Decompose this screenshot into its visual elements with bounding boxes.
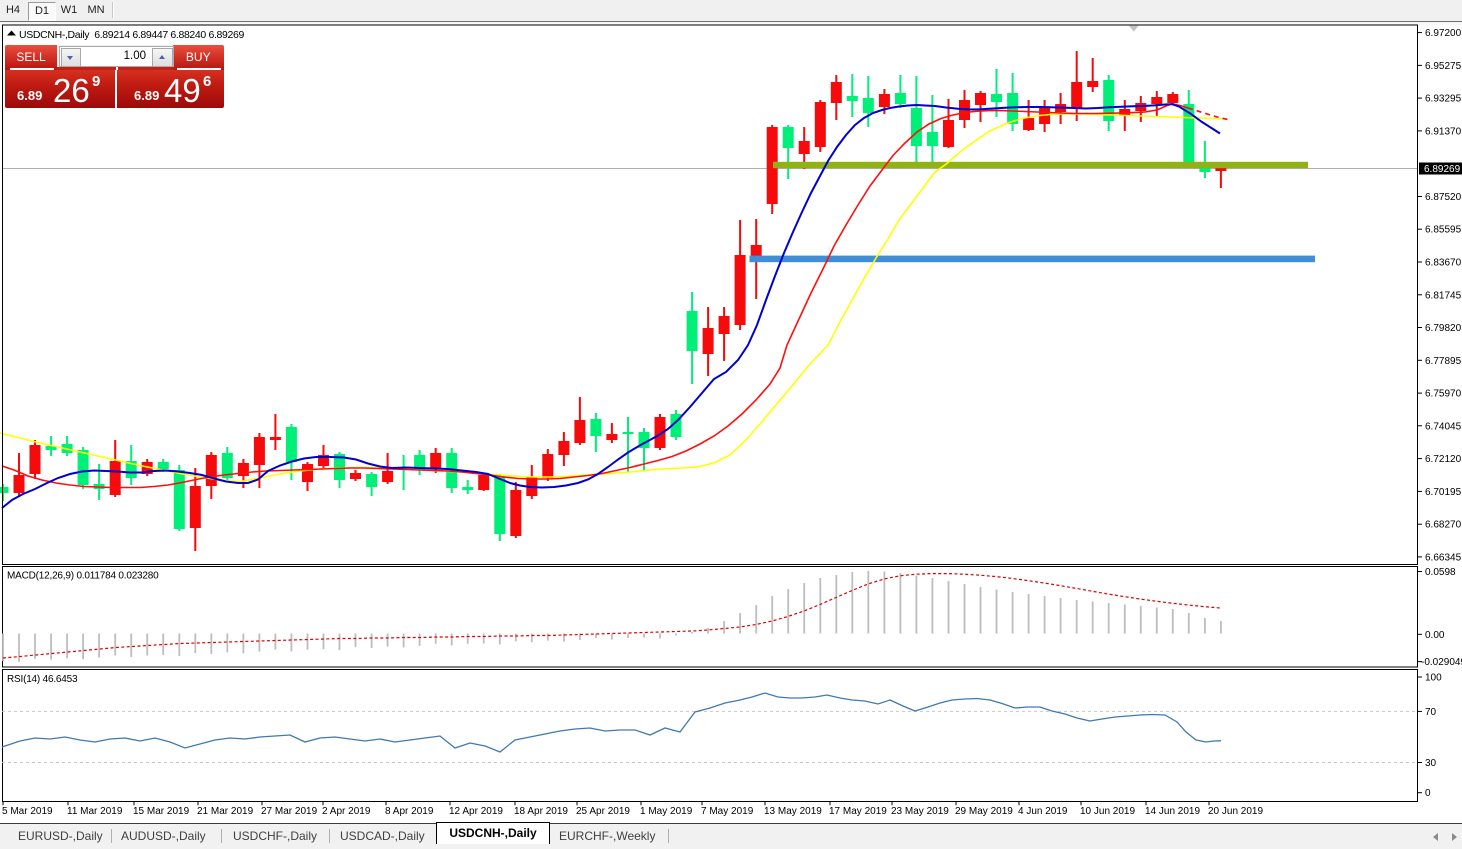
- svg-text:6.68270: 6.68270: [1425, 520, 1462, 531]
- svg-text:0: 0: [1425, 788, 1431, 799]
- svg-text:2 Apr 2019: 2 Apr 2019: [322, 806, 371, 817]
- svg-text:6.72120: 6.72120: [1425, 454, 1462, 465]
- svg-text:20 Jun 2019: 20 Jun 2019: [1208, 806, 1263, 817]
- svg-text:25 Apr 2019: 25 Apr 2019: [576, 806, 630, 817]
- svg-text:RSI(14) 46.6453: RSI(14) 46.6453: [7, 674, 78, 685]
- svg-text:30: 30: [1425, 758, 1437, 769]
- svg-text:70: 70: [1425, 707, 1437, 718]
- svg-text:13 May 2019: 13 May 2019: [764, 806, 822, 817]
- svg-text:10 Jun 2019: 10 Jun 2019: [1080, 806, 1135, 817]
- svg-text:11 Mar 2019: 11 Mar 2019: [67, 806, 123, 817]
- svg-text:12 Apr 2019: 12 Apr 2019: [449, 806, 503, 817]
- svg-text:6.97200: 6.97200: [1425, 28, 1462, 39]
- svg-text:29 May 2019: 29 May 2019: [955, 806, 1013, 817]
- svg-text:6.79820: 6.79820: [1425, 323, 1462, 334]
- svg-text:6.91370: 6.91370: [1425, 126, 1462, 137]
- svg-text:23 May 2019: 23 May 2019: [891, 806, 949, 817]
- svg-text:6.75970: 6.75970: [1425, 389, 1462, 400]
- svg-text:7 May 2019: 7 May 2019: [701, 806, 754, 817]
- svg-text:6.70195: 6.70195: [1425, 487, 1462, 498]
- svg-text:-0.029049: -0.029049: [1421, 657, 1462, 668]
- svg-text:6.85595: 6.85595: [1425, 225, 1462, 236]
- svg-text:6.81745: 6.81745: [1425, 290, 1462, 301]
- svg-text:6.77895: 6.77895: [1425, 356, 1462, 367]
- svg-text:6.95275: 6.95275: [1425, 61, 1462, 72]
- svg-text:6.93295: 6.93295: [1425, 94, 1462, 105]
- svg-text:4 Jun 2019: 4 Jun 2019: [1018, 806, 1068, 817]
- svg-text:6.74045: 6.74045: [1425, 421, 1462, 432]
- svg-text:MACD(12,26,9) 0.011784 0.02328: MACD(12,26,9) 0.011784 0.023280: [7, 571, 159, 582]
- svg-text:15 Mar 2019: 15 Mar 2019: [133, 806, 190, 817]
- svg-text:6.89269: 6.89269: [1424, 164, 1461, 175]
- svg-text:27 Mar 2019: 27 Mar 2019: [261, 806, 318, 817]
- svg-text:0.0598: 0.0598: [1425, 567, 1456, 578]
- svg-text:6.83670: 6.83670: [1425, 258, 1462, 269]
- svg-text:6.66345: 6.66345: [1425, 552, 1462, 563]
- svg-text:21 Mar 2019: 21 Mar 2019: [197, 806, 254, 817]
- svg-text:8 Apr 2019: 8 Apr 2019: [385, 806, 434, 817]
- svg-text:6.87520: 6.87520: [1425, 192, 1462, 203]
- svg-text:18 Apr 2019: 18 Apr 2019: [514, 806, 568, 817]
- svg-text:100: 100: [1425, 673, 1442, 684]
- svg-text:1 May 2019: 1 May 2019: [640, 806, 693, 817]
- svg-text:USDCNH-,Daily 6.89214 6.89447: USDCNH-,Daily 6.89214 6.89447 6.88240 6.…: [19, 29, 244, 41]
- svg-text:14 Jun 2019: 14 Jun 2019: [1145, 806, 1200, 817]
- svg-text:0.00: 0.00: [1425, 630, 1445, 641]
- svg-text:17 May 2019: 17 May 2019: [829, 806, 887, 817]
- svg-text:5 Mar 2019: 5 Mar 2019: [2, 806, 53, 817]
